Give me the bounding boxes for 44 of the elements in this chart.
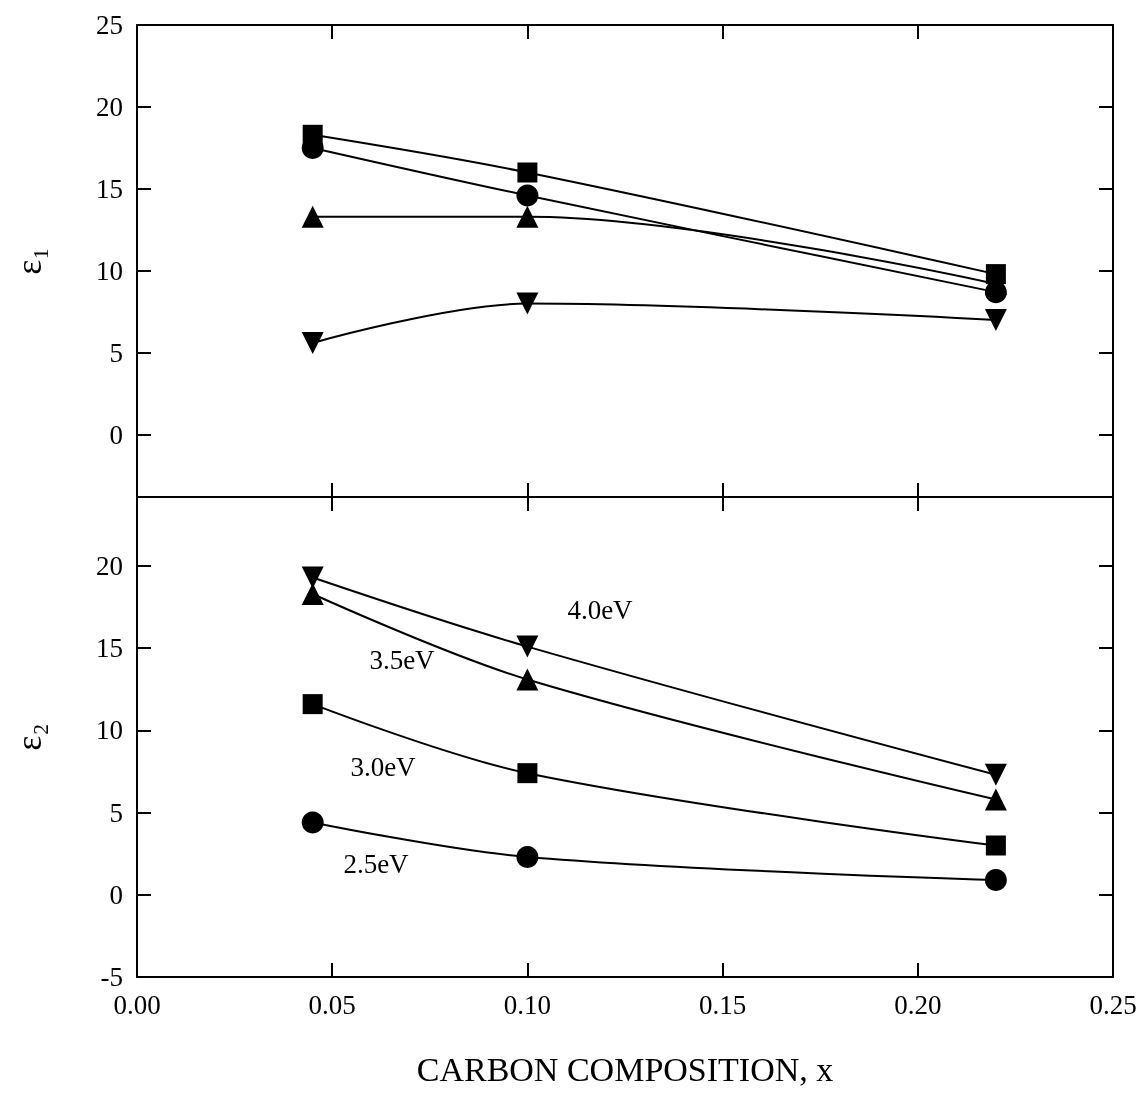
annotation: 2.5eV [343,849,410,879]
y-tick-label: 20 [96,91,123,122]
point [984,788,1007,811]
point [517,763,538,784]
y-tick-label: 10 [96,715,123,746]
point [302,694,323,715]
point [516,846,539,868]
point [301,331,324,354]
y-tick-label: 5 [109,337,123,368]
x-tick-label: 0.25 [1089,989,1137,1020]
x-axis-title: CARBON COMPOSITION, x [416,1050,834,1088]
point [984,763,1007,786]
point [516,184,539,207]
x-tick-label: 0.20 [894,989,942,1020]
point [517,162,538,183]
y-tick-label: 10 [96,255,123,286]
annotation: 3.5eV [369,645,436,675]
point [516,292,539,315]
y-tick-label: 20 [96,551,123,582]
annotation: 4.0eV [567,595,634,625]
point [302,124,323,145]
y-tick-label: 15 [96,173,123,204]
annotation: 3.0eV [350,752,417,782]
point [985,835,1006,856]
y-tick-label: 25 [96,10,123,40]
point [984,281,1007,304]
y-tick-label: 15 [96,633,123,664]
point [516,668,539,691]
y-tick-label: 0 [109,419,123,450]
point [301,811,324,834]
x-tick-label: 0.15 [698,989,747,1020]
y-axis-title: ε₂ [9,723,49,751]
y-tick-label: 5 [109,797,123,828]
point [984,869,1007,892]
point [984,309,1007,331]
x-tick-label: 0.05 [308,989,356,1020]
y-tick-label: 0 [109,879,123,910]
y-axis-title: ε₁ [9,247,49,275]
point [516,635,539,658]
point [301,566,324,589]
y-tick-label: -5 [100,962,123,992]
x-tick-label: 0.00 [113,989,161,1020]
x-tick-label: 0.10 [503,989,552,1020]
point [985,264,1006,285]
